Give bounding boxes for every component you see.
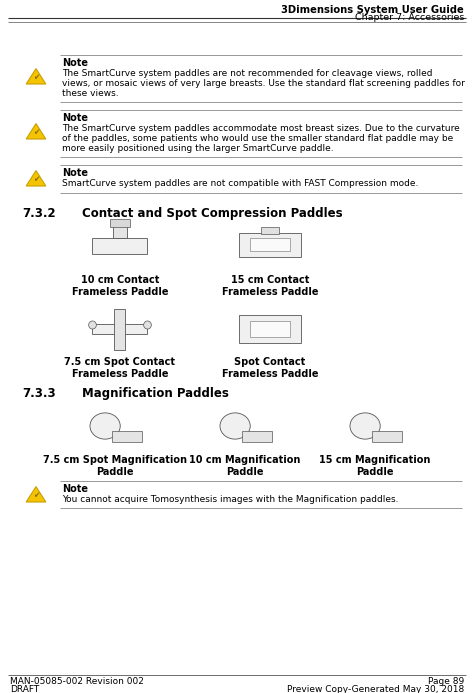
FancyBboxPatch shape (92, 238, 147, 254)
Text: Note: Note (62, 58, 88, 68)
Text: 7.3.2: 7.3.2 (22, 207, 55, 220)
Text: Note: Note (62, 168, 88, 178)
Text: ✔: ✔ (33, 491, 39, 500)
Text: 3Dimensions System User Guide: 3Dimensions System User Guide (281, 5, 464, 15)
Text: 7.5 cm Spot Contact
Frameless Paddle: 7.5 cm Spot Contact Frameless Paddle (64, 357, 175, 378)
FancyBboxPatch shape (92, 324, 147, 334)
Text: Contact and Spot Compression Paddles: Contact and Spot Compression Paddles (82, 207, 343, 220)
FancyBboxPatch shape (261, 227, 279, 234)
FancyBboxPatch shape (113, 226, 127, 238)
Text: Note: Note (62, 113, 88, 123)
Text: of the paddles, some patients who would use the smaller standard flat paddle may: of the paddles, some patients who would … (62, 134, 453, 143)
Text: more easily positioned using the larger SmartCurve paddle.: more easily positioned using the larger … (62, 144, 334, 153)
Text: 10 cm Contact
Frameless Paddle: 10 cm Contact Frameless Paddle (72, 275, 168, 297)
FancyBboxPatch shape (372, 431, 402, 441)
Text: Chapter 7: Accessories: Chapter 7: Accessories (355, 13, 464, 22)
Ellipse shape (350, 413, 380, 439)
Ellipse shape (89, 321, 96, 329)
Text: 10 cm Magnification
Paddle: 10 cm Magnification Paddle (189, 455, 301, 477)
FancyBboxPatch shape (112, 431, 143, 441)
Text: Page 89: Page 89 (428, 677, 464, 686)
FancyBboxPatch shape (242, 431, 273, 441)
Ellipse shape (90, 413, 120, 439)
Text: 15 cm Magnification
Paddle: 15 cm Magnification Paddle (319, 455, 431, 477)
FancyBboxPatch shape (239, 234, 301, 256)
FancyBboxPatch shape (250, 238, 290, 251)
Text: Preview Copy-Generated May 30, 2018: Preview Copy-Generated May 30, 2018 (287, 685, 464, 693)
Text: Note: Note (62, 484, 88, 494)
Text: 7.5 cm Spot Magnification
Paddle: 7.5 cm Spot Magnification Paddle (43, 455, 187, 477)
Text: MAN-05085-002 Revision 002: MAN-05085-002 Revision 002 (10, 677, 144, 686)
FancyBboxPatch shape (250, 322, 290, 337)
Text: ✔: ✔ (33, 128, 39, 137)
Ellipse shape (144, 321, 151, 329)
Polygon shape (26, 170, 46, 186)
Text: these views.: these views. (62, 89, 118, 98)
Text: 7.3.3: 7.3.3 (22, 387, 55, 400)
Text: 15 cm Contact
Frameless Paddle: 15 cm Contact Frameless Paddle (222, 275, 318, 297)
Text: Magnification Paddles: Magnification Paddles (82, 387, 229, 400)
Text: SmartCurve system paddles are not compatible with FAST Compression mode.: SmartCurve system paddles are not compat… (62, 179, 419, 188)
Text: The SmartCurve system paddles accommodate most breast sizes. Due to the curvatur: The SmartCurve system paddles accommodat… (62, 124, 460, 133)
Text: views, or mosaic views of very large breasts. Use the standard flat screening pa: views, or mosaic views of very large bre… (62, 79, 465, 88)
FancyBboxPatch shape (115, 309, 126, 350)
Text: The SmartCurve system paddles are not recommended for cleavage views, rolled: The SmartCurve system paddles are not re… (62, 69, 432, 78)
Ellipse shape (220, 413, 250, 439)
Polygon shape (26, 123, 46, 139)
Text: Spot Contact
Frameless Paddle: Spot Contact Frameless Paddle (222, 357, 318, 378)
Polygon shape (26, 69, 46, 84)
FancyBboxPatch shape (110, 219, 130, 227)
Text: You cannot acquire Tomosynthesis images with the Magnification paddles.: You cannot acquire Tomosynthesis images … (62, 495, 399, 504)
Text: ✔: ✔ (33, 73, 39, 82)
Text: ✔: ✔ (33, 175, 39, 184)
FancyBboxPatch shape (239, 315, 301, 343)
Text: DRAFT: DRAFT (10, 685, 39, 693)
Polygon shape (26, 486, 46, 502)
